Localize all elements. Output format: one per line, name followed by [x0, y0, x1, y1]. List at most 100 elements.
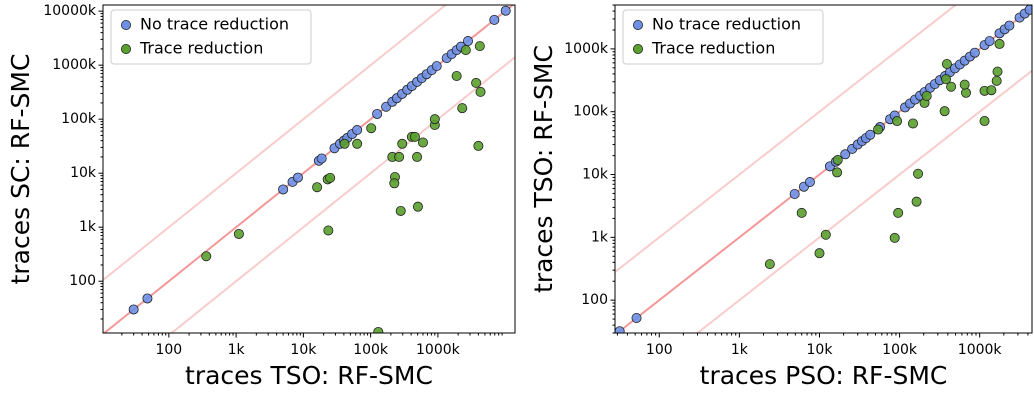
y-tick-label: 10k	[70, 165, 97, 181]
data-point	[372, 108, 383, 119]
y-tick-label: 100	[581, 292, 608, 308]
legend-marker	[633, 19, 644, 30]
y-tick-label: 1k	[79, 219, 97, 235]
data-point	[911, 196, 922, 207]
data-point	[429, 114, 440, 125]
y-tick-label: 10k	[582, 167, 609, 183]
data-point	[1004, 20, 1015, 31]
plot-area	[103, 5, 515, 333]
x-axis-label: traces PSO: RF-SMC	[700, 361, 948, 390]
legend-label: Trace reduction	[651, 39, 775, 58]
x-tick-label: 100	[646, 342, 673, 358]
axes-frame	[102, 4, 516, 334]
data-point	[941, 74, 952, 85]
data-point	[460, 45, 471, 56]
data-point	[939, 106, 950, 117]
data-point	[814, 248, 825, 259]
data-point	[804, 177, 815, 188]
reference-line	[103, 5, 448, 281]
data-point	[986, 85, 997, 96]
legend-marker	[633, 44, 644, 55]
data-point	[352, 125, 363, 136]
data-point	[412, 151, 423, 162]
x-tick-label: 10k	[290, 342, 317, 358]
data-point	[397, 138, 408, 149]
data-point	[201, 251, 212, 262]
data-point	[893, 207, 904, 218]
data-point	[128, 304, 139, 315]
legend-label: Trace reduction	[139, 39, 263, 58]
data-point	[352, 138, 363, 149]
data-point	[409, 131, 420, 142]
legend-marker	[121, 44, 132, 55]
data-point	[474, 41, 485, 52]
data-point	[961, 87, 972, 98]
data-point	[339, 138, 350, 149]
x-tick-label: 1k	[228, 342, 246, 358]
x-tick-label: 1000k	[416, 342, 461, 358]
reference-line	[170, 56, 515, 333]
data-point	[142, 293, 153, 304]
data-point	[946, 81, 957, 92]
data-point	[323, 225, 334, 236]
data-point	[316, 153, 327, 164]
data-point	[1024, 5, 1032, 15]
x-tick-label: 10k	[807, 342, 834, 358]
data-point	[889, 232, 900, 243]
data-point	[796, 207, 807, 218]
data-point	[500, 5, 511, 16]
data-point	[892, 116, 903, 127]
data-point	[389, 178, 400, 189]
data-point	[789, 188, 800, 199]
y-tick-label: 100k	[573, 104, 609, 120]
y-axis-label: traces TSO: RF-SMC	[529, 45, 558, 293]
legend-marker	[121, 19, 132, 30]
data-point	[431, 61, 442, 72]
data-point	[462, 36, 473, 47]
legend-box	[622, 9, 824, 65]
data-point	[941, 59, 952, 70]
data-point	[764, 259, 775, 270]
data-point	[471, 77, 482, 88]
legend-box	[110, 9, 312, 65]
x-tick-label: 100k	[353, 342, 389, 358]
legend-label: No trace reduction	[140, 15, 289, 34]
data-point	[921, 90, 932, 101]
data-point	[394, 151, 405, 162]
data-point	[631, 312, 642, 323]
x-tick-label: 1k	[731, 342, 749, 358]
y-tick-label: 1000k	[564, 41, 609, 57]
data-point	[913, 168, 924, 179]
data-point	[489, 14, 500, 25]
data-point	[233, 228, 244, 239]
data-point	[979, 116, 990, 127]
x-axis-label: traces TSO: RF-SMC	[185, 361, 433, 390]
data-point	[457, 103, 468, 114]
y-tick-label: 10000k	[43, 3, 97, 19]
data-point	[984, 36, 995, 47]
y-axis-label: traces SC: RF-SMC	[6, 54, 35, 285]
data-point	[832, 167, 843, 178]
data-point	[907, 118, 918, 129]
data-point	[292, 172, 303, 183]
data-point	[865, 129, 876, 140]
data-point	[473, 140, 484, 151]
data-point	[417, 137, 428, 148]
data-point	[395, 205, 406, 216]
data-point	[991, 75, 1002, 86]
data-point	[366, 123, 377, 134]
axes-frame	[614, 4, 1033, 334]
data-point	[475, 86, 486, 97]
data-point	[373, 326, 384, 333]
y-tick-label: 1k	[591, 229, 609, 245]
data-point	[451, 71, 462, 82]
y-tick-label: 100k	[61, 111, 97, 127]
x-tick-label: 1000k	[958, 342, 1003, 358]
plot-area	[615, 5, 1032, 333]
data-point	[873, 124, 884, 135]
data-point	[278, 184, 289, 195]
reference-line	[615, 5, 958, 273]
x-tick-label: 100	[155, 342, 182, 358]
legend-label: No trace reduction	[652, 15, 801, 34]
